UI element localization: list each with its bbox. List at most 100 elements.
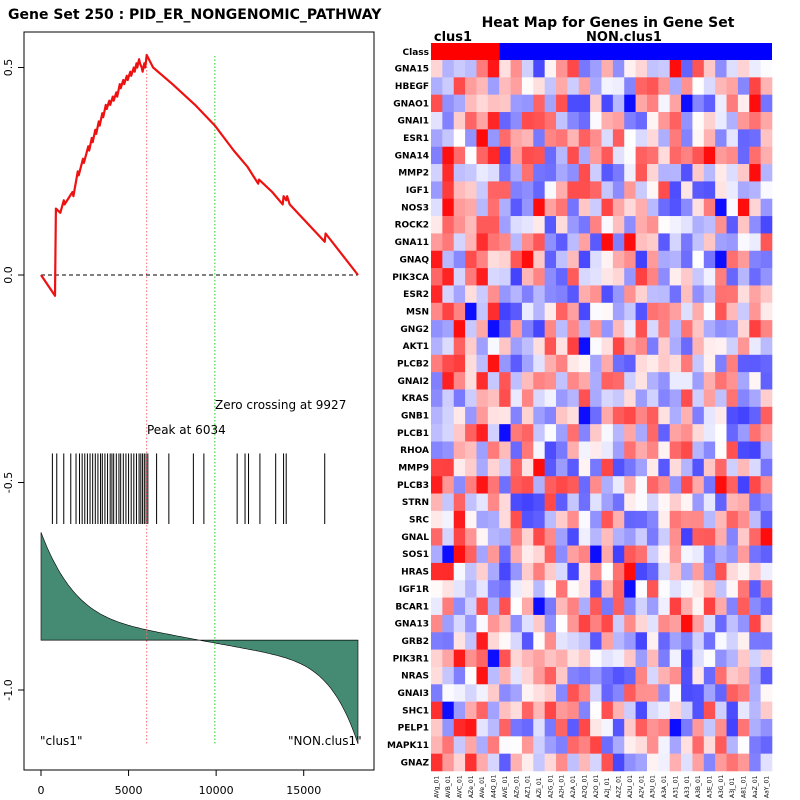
heatmap-cell [715, 424, 727, 442]
heatmap-cell [499, 337, 511, 356]
heatmap-cell [431, 94, 443, 113]
heatmap-cell [465, 285, 477, 304]
heatmap-cell [646, 354, 659, 373]
heatmap-cell [624, 268, 636, 286]
heatmap-cell [578, 181, 591, 200]
heatmap-cell [556, 736, 568, 754]
heatmap-cell [635, 736, 648, 754]
heatmap-cell [646, 562, 659, 581]
heatmap-cell [442, 181, 455, 200]
heatmap-cell [521, 285, 534, 304]
heatmap-cell [612, 302, 625, 321]
heatmap-cell [703, 372, 716, 390]
heatmap-cell [476, 129, 489, 148]
heatmap-cell [453, 406, 466, 425]
heatmap-cell [465, 406, 477, 425]
heatmap-cell [453, 354, 466, 373]
gene-label: NOS3 [401, 203, 429, 213]
heatmap-cell [510, 77, 523, 95]
heatmap-cell [476, 510, 489, 529]
heatmap-cell [726, 354, 739, 373]
heatmap-cell [737, 198, 750, 217]
heatmap-cell [453, 424, 466, 442]
heatmap-cell [487, 684, 500, 702]
heatmap-cell [431, 528, 443, 546]
heatmap-cell [624, 285, 636, 304]
heatmap-cell [760, 285, 773, 304]
heatmap-cell [510, 580, 523, 598]
heatmap-cell [442, 285, 455, 304]
gene-label: GNA14 [395, 151, 429, 161]
heatmap-cell [442, 337, 455, 356]
heatmap-cell [715, 406, 727, 425]
heatmap-cell [567, 250, 580, 269]
heatmap-cell [556, 354, 568, 373]
heatmap-cell [567, 718, 580, 737]
sample-label: A2Z_01 [616, 775, 623, 798]
sample-label: A4Q_01 [491, 775, 498, 798]
heatmap-cell [624, 60, 636, 78]
heatmap-cell [703, 77, 716, 95]
heatmap-cell [567, 181, 580, 200]
heatmap-cell [499, 580, 511, 598]
heatmap-cell [556, 198, 568, 217]
class-row-label: Class [403, 48, 429, 58]
heatmap-cell [453, 528, 466, 546]
heatmap-cell [590, 216, 602, 234]
heatmap-cell [556, 701, 568, 720]
heatmap-cell [533, 320, 545, 338]
heatmap-cell [544, 545, 557, 564]
heatmap-cell [635, 354, 648, 373]
heatmap-cell [749, 320, 761, 338]
heatmap-cell [669, 580, 682, 598]
heatmap-cell [760, 441, 773, 460]
heatmap-cell [624, 164, 636, 182]
heatmap-cell [431, 285, 443, 304]
heatmap-cell [499, 562, 511, 581]
heatmap-cell [646, 597, 659, 616]
heatmap-cell [760, 406, 773, 425]
heatmap-cell [578, 614, 591, 633]
heatmap-cell [669, 562, 682, 581]
heatmap-cell [703, 632, 716, 650]
heatmap-cell [726, 216, 739, 234]
heatmap-cell [715, 562, 727, 581]
heatmap-cell [499, 649, 511, 668]
heatmap-cell [476, 250, 489, 269]
heatmap-cell [749, 77, 761, 95]
heatmap-cell [544, 389, 557, 408]
heatmap-cell [510, 545, 523, 564]
sample-label: A3U_01 [650, 775, 657, 798]
heatmap-cell [578, 649, 591, 668]
heatmap-cell [533, 684, 545, 702]
heatmap-cell [544, 718, 557, 737]
gene-label: HBEGF [395, 82, 429, 92]
heatmap-cell [487, 337, 500, 356]
heatmap-cell [499, 320, 511, 338]
heatmap-cell [533, 146, 545, 165]
heatmap-cell [521, 441, 534, 460]
heatmap-cell [453, 164, 466, 182]
heatmap-cell [453, 510, 466, 529]
heatmap-cell [601, 666, 614, 685]
heatmap-cell [669, 268, 682, 286]
heatmap-cell [624, 666, 636, 685]
heatmap-cell [487, 718, 500, 737]
sample-label: A2Q_01 [582, 775, 589, 798]
heatmap-cell [726, 164, 739, 182]
heatmap-cell [669, 389, 682, 408]
heatmap-cell [715, 320, 727, 338]
heatmap-cell [737, 233, 750, 252]
heatmap-cell [726, 666, 739, 685]
heatmap-cell [544, 476, 557, 494]
heatmap-cell [521, 476, 534, 494]
heatmap-cell [601, 112, 614, 130]
gene-label: IGF1R [399, 585, 429, 595]
heatmap-cell [760, 181, 773, 200]
heatmap-cell [612, 146, 625, 165]
heatmap-cell [646, 320, 659, 338]
heatmap-cell [544, 198, 557, 217]
heatmap-cell [533, 666, 545, 685]
heatmap-cell [499, 597, 511, 616]
